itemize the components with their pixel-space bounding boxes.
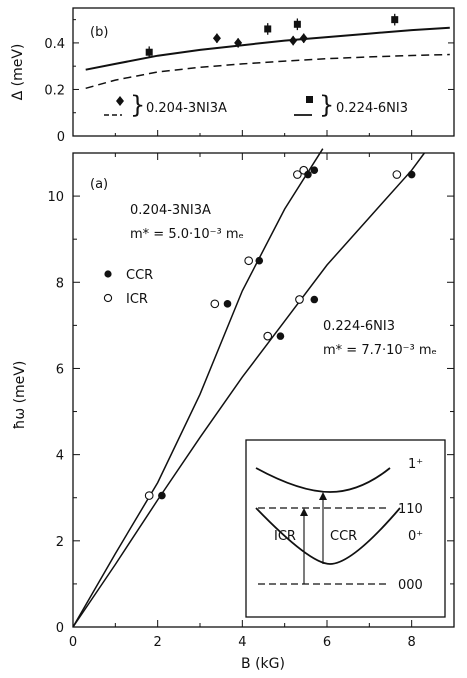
- y-tick-label: 0.4: [44, 37, 65, 52]
- panel-b-y-axis-label: Δ (meV): [10, 44, 26, 101]
- sample-a-label: 0.204-3NI3A: [130, 203, 211, 218]
- sample-b-label: 0.224-6NI3: [323, 319, 395, 334]
- legend-diamond-marker: [116, 96, 124, 106]
- inset-icr-label: ICR: [274, 529, 296, 544]
- legend-square-marker: [306, 96, 313, 103]
- icr-point: [210, 299, 220, 309]
- panel-b: 0 0.2 0.4 (b) Δ (meV) } 0.204-3NI3A } 0.22…: [10, 7, 455, 145]
- x-tick-label: 0: [69, 635, 77, 650]
- ccr-point: [255, 256, 264, 265]
- inset-ccr-label: CCR: [330, 529, 357, 544]
- ccr-point: [310, 295, 319, 304]
- sample-a-mass: m* = 5.0·10⁻³ mₑ: [130, 227, 244, 242]
- icr-point: [293, 170, 302, 179]
- panel-a-y-axis-label: ħω (meV): [12, 361, 28, 430]
- fit-curve-solid: [85, 26, 450, 71]
- inset-000-label: 000: [398, 578, 423, 593]
- y-tick-label: 10: [47, 190, 64, 205]
- y-tick-label: 2: [56, 535, 64, 550]
- panel-b-frame: [72, 7, 455, 137]
- panel-b-y-ticks: 0 0.2 0.4: [44, 19, 454, 145]
- x-tick-label: 8: [408, 635, 416, 650]
- icr-point: [244, 256, 254, 266]
- fit-curve: [72, 148, 324, 628]
- legend-open-circle-marker: [103, 293, 113, 303]
- legend-label-sample-b: 0.224-6NI3: [336, 101, 408, 116]
- icr-point: [392, 170, 402, 179]
- panel-a-frame: [72, 152, 455, 628]
- panel-a-label: (a): [90, 177, 108, 192]
- inset-upper-band-label: 1⁺: [408, 457, 423, 472]
- fit-curve-dashed: [85, 53, 450, 90]
- square-point: [293, 20, 301, 28]
- panel-a-legend: CCR ICR: [103, 268, 153, 307]
- legend-brace-icon: }: [319, 91, 334, 119]
- y-tick-label: 4: [56, 449, 64, 464]
- panel-b-fit-curves: [85, 26, 450, 90]
- y-tick-label: 6: [56, 362, 64, 377]
- panel-a-x-ticks: 0 2 4 6 8: [69, 153, 416, 650]
- panel-a-data-points: [144, 165, 416, 500]
- square-point: [145, 48, 153, 56]
- panel-a-x-axis-label: B (kG): [241, 656, 285, 672]
- panel-b-data-points: [145, 13, 399, 59]
- panel-b-label: (b): [90, 25, 108, 40]
- icr-arrowhead: [300, 508, 308, 516]
- ccr-point: [276, 332, 285, 340]
- icr-point: [144, 491, 154, 500]
- inset-lower-band-label: 0⁺: [408, 529, 423, 544]
- x-tick-label: 2: [154, 635, 162, 650]
- square-point: [264, 25, 272, 33]
- legend-brace-icon: }: [130, 91, 145, 119]
- diamond-point: [289, 35, 298, 46]
- diamond-point: [212, 33, 221, 44]
- band-diagram-inset: ICR CCR 1⁺ 110 0⁺ 000: [245, 439, 446, 618]
- icr-point: [263, 331, 273, 341]
- legend-ccr-label: CCR: [126, 268, 153, 283]
- ccr-point: [304, 170, 312, 179]
- lower-band-curve: [255, 507, 401, 565]
- ccr-point: [310, 166, 319, 175]
- inset-frame: [245, 439, 446, 618]
- y-tick-label: 8: [56, 276, 64, 291]
- y-tick-label: 0.2: [44, 83, 65, 98]
- panel-a: 0 2 4 6 8 0 2 4 6 8 10 (a) ħω (meV) B (kG) 0.204-…: [12, 148, 455, 672]
- upper-band-curve: [255, 467, 391, 493]
- panel-a-fit-curves: [72, 148, 426, 628]
- square-point: [391, 16, 399, 24]
- diamond-point: [234, 37, 243, 48]
- y-tick-label: 0: [57, 130, 65, 145]
- ccr-point: [407, 170, 416, 179]
- x-tick-label: 4: [238, 635, 246, 650]
- legend-icr-label: ICR: [126, 292, 148, 307]
- icr-point: [295, 295, 304, 304]
- x-tick-label: 6: [323, 635, 331, 650]
- y-tick-label: 0: [56, 621, 64, 636]
- ccr-point: [223, 300, 232, 308]
- diamond-point: [299, 33, 308, 44]
- legend-filled-circle-marker: [104, 270, 112, 278]
- ccr-point: [158, 491, 166, 500]
- panel-a-y-ticks: 0 2 4 6 8 10: [47, 190, 454, 636]
- inset-110-label: 110: [398, 502, 423, 517]
- legend-label-sample-a: 0.204-3NI3A: [146, 101, 227, 116]
- sample-b-mass: m* = 7.7·10⁻³ mₑ: [323, 343, 437, 358]
- fit-curve: [72, 152, 426, 628]
- ccr-arrowhead: [319, 492, 327, 500]
- panel-b-legend: } 0.204-3NI3A } 0.224-6NI3: [104, 91, 408, 119]
